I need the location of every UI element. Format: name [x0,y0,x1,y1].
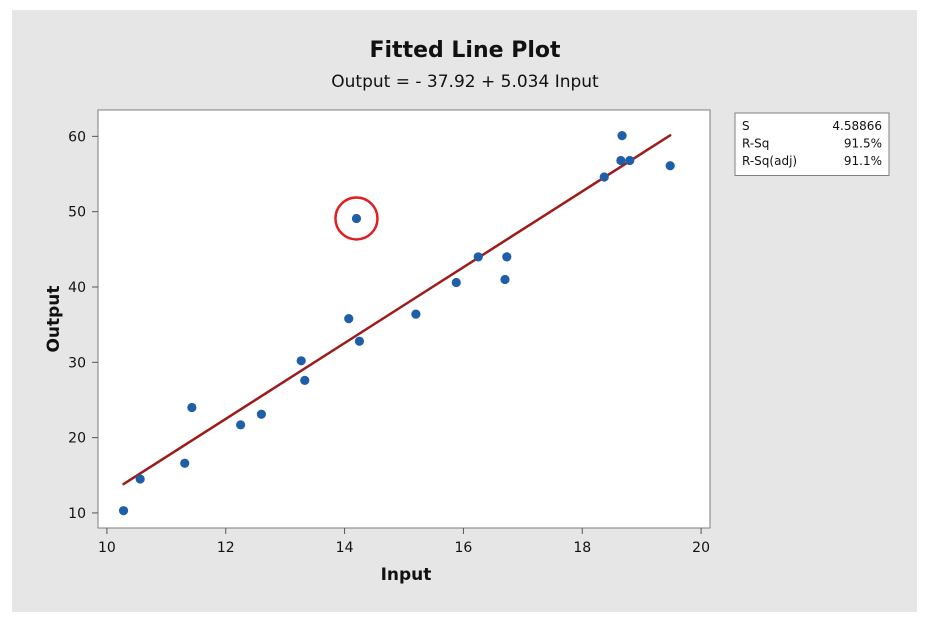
x-axis-label: Input [381,565,432,585]
stats-legend-value: 91.1% [844,154,882,168]
stats-legend-label: S [742,119,750,133]
data-point [296,356,306,366]
data-point [135,474,145,484]
chart-subtitle: Output = - 37.92 + 5.034 Input [331,72,599,92]
data-point [502,252,512,262]
data-point [344,314,354,324]
x-tick-label: 16 [455,540,473,556]
x-tick-label: 10 [98,540,116,556]
data-point [625,155,635,166]
data-point [300,375,310,385]
data-point [187,402,197,413]
data-point [599,172,609,182]
y-tick-label: 40 [68,280,86,296]
fit-line-layer [122,134,672,486]
data-point [473,252,483,262]
stats-legend-label: R-Sq(adj) [742,154,797,168]
data-point [118,506,129,516]
y-tick-label: 60 [68,129,86,145]
data-point [665,161,675,171]
y-tick-label: 10 [68,506,86,522]
y-axis: 10 20 30 40 50 60 [68,129,98,522]
y-tick-label: 50 [68,205,86,221]
x-tick-label: 12 [217,540,235,556]
highlight-layer [334,196,379,241]
stats-legend-label: R-Sq [742,137,769,151]
plot-area [97,109,711,529]
y-tick-label: 30 [68,355,86,371]
data-point [256,409,266,419]
x-tick-label: 14 [336,540,354,556]
data-point [354,336,365,346]
x-tick-label: 18 [573,540,591,556]
data-point [236,420,246,430]
x-tick-label: 20 [692,540,710,556]
fit-line [122,134,672,486]
stats-legend-value: 91.5% [844,137,882,151]
y-axis-label: Output [44,285,64,352]
y-tick-label: 20 [68,431,86,447]
stats-legend-box [734,112,890,176]
outlier-highlight-circle [334,196,379,241]
data-point [616,155,626,166]
data-point [411,309,421,319]
data-point [500,274,510,285]
chart-title: Fitted Line Plot [369,38,561,63]
stats-legend: S 4.58866 R-Sq 91.5% R-Sq(adj) 91.1% [734,112,890,176]
data-point [180,458,190,468]
data-point [451,277,461,288]
stats-legend-value: 4.58866 [832,119,882,133]
x-axis: 10 12 14 16 18 20 [98,528,710,556]
data-point [351,213,362,224]
data-points [118,131,675,516]
data-point [617,131,627,141]
